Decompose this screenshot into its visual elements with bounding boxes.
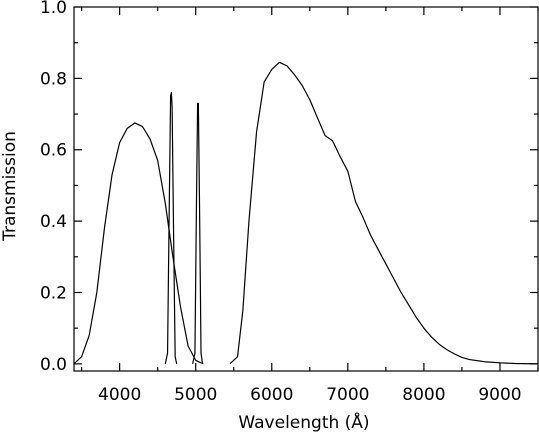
y-tick-label: 1.0 xyxy=(40,0,67,18)
series-1-line xyxy=(73,122,204,365)
series-4-line xyxy=(229,61,539,365)
x-tick-label: 8000 xyxy=(402,385,445,405)
y-tick-label: 0.4 xyxy=(40,212,67,232)
plot-frame xyxy=(73,6,539,372)
y-axis-ticks: 0.0 0.2 0.4 0.6 0.8 1.0 xyxy=(40,0,538,375)
y-tick-label: 0.2 xyxy=(40,283,67,303)
y-tick-label: 0.8 xyxy=(40,69,67,89)
y-tick-label: 0.6 xyxy=(40,141,67,161)
x-axis-ticks: 4000 5000 6000 7000 8000 9000 xyxy=(81,7,539,405)
x-tick-label: 9000 xyxy=(478,385,521,405)
y-axis-label: Transmission xyxy=(0,131,20,242)
x-tick-label: 5000 xyxy=(174,385,217,405)
x-axis-label: Wavelength (Å) xyxy=(238,411,369,433)
series-2-line xyxy=(164,92,178,364)
curves-group xyxy=(73,61,539,365)
series-3-line xyxy=(192,102,204,364)
plot-frame-group xyxy=(73,6,539,372)
x-tick-label: 6000 xyxy=(250,385,293,405)
x-tick-label: 7000 xyxy=(326,385,369,405)
x-tick-label: 4000 xyxy=(98,385,141,405)
y-tick-label: 0.0 xyxy=(40,355,67,375)
